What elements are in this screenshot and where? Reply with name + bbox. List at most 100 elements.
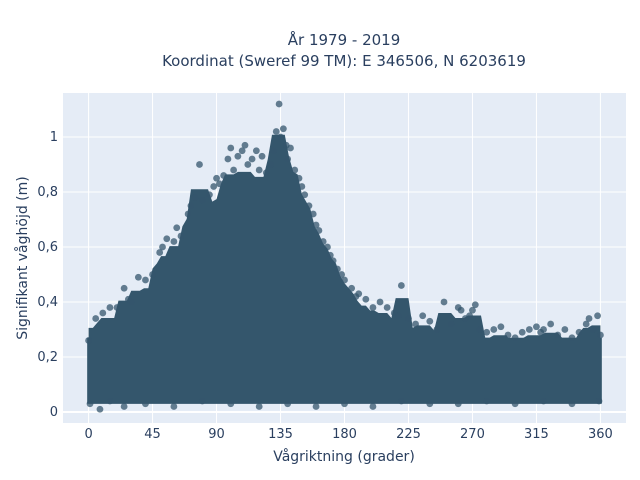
x-tick-label: 360 <box>588 427 613 442</box>
scatter-point <box>397 397 405 405</box>
scatter-point <box>348 284 356 292</box>
scatter-point <box>298 183 306 190</box>
x-tick-label: 315 <box>524 427 549 442</box>
y-tick-label: 0,2 <box>37 350 58 365</box>
scatter-point <box>511 334 519 342</box>
y-axis-title: Signifikant våghöjd (m) <box>14 176 31 339</box>
scatter-point <box>440 298 448 306</box>
point-density-band <box>87 337 602 404</box>
scatter-point <box>262 169 270 177</box>
scatter-point <box>324 243 331 251</box>
y-tick-label: 0,8 <box>37 185 58 200</box>
scatter-point <box>234 152 242 160</box>
scatter-point <box>561 326 569 333</box>
scatter-point <box>99 309 107 317</box>
scatter-point <box>177 232 185 240</box>
scatter-point <box>419 312 427 320</box>
scatter-point <box>383 304 391 311</box>
scatter-point <box>309 210 317 218</box>
scatter-point <box>547 320 555 328</box>
scatter-point <box>92 315 100 322</box>
scatter-point <box>412 320 419 328</box>
scatter-point <box>173 224 181 232</box>
scatter-point <box>575 328 583 336</box>
scatter-point <box>230 166 238 174</box>
scatter-point <box>227 400 235 408</box>
scatter-point <box>284 155 292 163</box>
scatter-point <box>504 331 512 339</box>
x-tick-label: 180 <box>332 427 357 442</box>
scatter-point <box>329 257 337 265</box>
scatter-point <box>196 161 203 168</box>
scatter-point <box>170 238 178 245</box>
scatter-point <box>142 276 149 284</box>
scatter-point <box>120 284 128 292</box>
scatter-point <box>191 194 199 201</box>
scatter-point <box>227 144 235 152</box>
scatter-point <box>96 405 104 413</box>
scatter-point <box>198 196 206 204</box>
x-tick-label: 45 <box>144 427 161 442</box>
scatter-point <box>341 276 348 284</box>
scatter-point <box>405 315 412 322</box>
scatter-point <box>213 174 220 182</box>
scatter-point <box>585 315 593 322</box>
scatter-point <box>466 312 474 320</box>
scatter-point <box>454 400 462 408</box>
scatter-point <box>568 400 576 408</box>
scatter-point <box>113 304 121 311</box>
x-tick-label: 135 <box>268 427 293 442</box>
scatter-point <box>554 331 562 339</box>
scatter-point <box>184 210 192 218</box>
scatter-point <box>224 155 232 163</box>
scatter-point <box>341 400 348 408</box>
scatter-point <box>490 326 498 333</box>
scatter-point <box>210 183 218 190</box>
scatter-point <box>483 397 491 405</box>
scatter-point <box>244 161 252 168</box>
scatter-point <box>170 403 178 410</box>
y-tick-label: 0 <box>50 405 58 420</box>
scatter-point <box>134 273 142 281</box>
scatter-point <box>497 323 505 331</box>
point-density-area <box>88 134 601 404</box>
x-tick-label: 90 <box>208 427 225 442</box>
scatter-point <box>187 202 195 210</box>
scatter-point <box>279 125 287 133</box>
scatter-point <box>159 243 166 251</box>
scatter-point <box>86 400 94 408</box>
scatter-points <box>85 100 604 413</box>
scatter-point <box>295 174 303 182</box>
scatter-point <box>447 320 455 328</box>
scatter-point <box>469 306 476 314</box>
scatter-point <box>319 238 327 245</box>
scatter-point <box>589 326 597 333</box>
scatter-point <box>397 282 405 289</box>
scatter-point <box>149 271 156 278</box>
scatter-point <box>376 298 384 306</box>
scatter-point <box>476 326 483 333</box>
scatter-point <box>518 328 526 336</box>
y-tick-label: 0,6 <box>37 240 58 255</box>
scatter-point <box>277 133 284 141</box>
scatter-point <box>315 227 323 234</box>
scatter-point <box>305 202 313 210</box>
scatter-point <box>238 147 246 155</box>
scatter-point <box>582 320 590 328</box>
x-tick-labels: 0 45 90 135 180 225 270 315 360 <box>84 427 612 442</box>
scatter-point <box>127 298 135 306</box>
scatter-point <box>106 397 114 405</box>
x-tick-label: 270 <box>460 427 485 442</box>
scatter-point <box>594 312 601 320</box>
scatter-point <box>248 155 256 163</box>
scatter-point <box>270 147 277 155</box>
scatter-point <box>355 290 363 298</box>
scatter-point <box>106 304 114 311</box>
scatter-point <box>163 235 171 243</box>
chart-title-line2: Koordinat (Sweref 99 TM): E 346506, N 62… <box>162 52 526 70</box>
scatter-point <box>525 326 533 333</box>
scatter-point <box>156 249 164 256</box>
scatter-point <box>362 295 370 303</box>
scatter-point <box>215 180 223 188</box>
